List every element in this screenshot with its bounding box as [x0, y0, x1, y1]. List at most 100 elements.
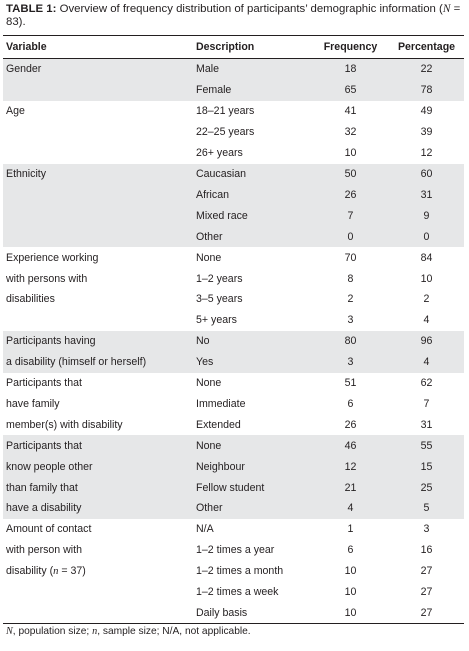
- variable-cell: a disability (himself or herself): [3, 351, 193, 373]
- table-row: a disability (himself or herself) Yes 3 4: [3, 351, 464, 373]
- frequency-cell: 32: [344, 126, 357, 139]
- frequency-cell: 6: [347, 544, 354, 557]
- percentage-cell: 3: [423, 523, 430, 536]
- description-cell: Extended: [196, 418, 241, 431]
- percentage-cell: 25: [389, 477, 464, 499]
- table-row: Age 18–21 years 41 49: [3, 101, 464, 122]
- table-row: Participants that None 51 62: [3, 373, 464, 394]
- variable-cell: [3, 184, 193, 206]
- footnote-n-symbol: n: [92, 626, 98, 637]
- description-cell: Mixed race: [193, 205, 312, 227]
- table-row: Experience working None 70 84: [3, 247, 464, 268]
- table-row: disability (n = 37) 1–2 times a month 10 27: [3, 561, 464, 582]
- percentage-cell: 78: [389, 79, 464, 101]
- percentage-cell: 5: [389, 498, 464, 519]
- frequency-cell: 10: [344, 147, 357, 160]
- frequency-cell: 2: [347, 293, 354, 306]
- table-row: have family Immediate 6 7: [3, 394, 464, 415]
- variable-cell: [3, 310, 193, 331]
- variable-cell: [3, 143, 193, 164]
- percentage-cell: 16: [420, 544, 433, 557]
- table-row: have a disability Other 4 5: [3, 498, 464, 519]
- percentage-cell: 84: [420, 251, 433, 264]
- header-variable: Variable: [3, 35, 193, 59]
- variable-cell: than family that: [3, 477, 193, 499]
- frequency-cell: 21: [312, 477, 389, 499]
- percentage-cell: 15: [389, 456, 464, 478]
- variable-cell: [3, 79, 193, 101]
- frequency-cell: 3: [347, 314, 354, 327]
- frequency-cell: 12: [312, 456, 389, 478]
- footnote-N-text: , population size;: [12, 626, 93, 637]
- percentage-cell: 96: [389, 330, 464, 352]
- header-frequency: Frequency: [312, 35, 389, 59]
- percentage-cell: 0: [389, 226, 464, 248]
- percentage-cell: 49: [420, 105, 433, 118]
- variable-cell: Amount of contact: [6, 523, 92, 536]
- table-caption: TABLE 1: Overview of frequency distribut…: [6, 3, 464, 29]
- description-cell: African: [193, 184, 312, 206]
- description-cell: Caucasian: [193, 163, 312, 185]
- variable-cell: [3, 205, 193, 227]
- table-row: 1–2 times a week 10 27: [3, 582, 464, 603]
- percentage-cell: 9: [389, 205, 464, 227]
- table-row: member(s) with disability Extended 26 31: [3, 414, 464, 435]
- variable-cell: Ethnicity: [3, 163, 193, 185]
- description-cell: 1–2 times a week: [196, 586, 279, 599]
- table-body: Gender Male 18 22 Female 65 78 Age 18–21 years 41…: [3, 58, 464, 625]
- variable-cell: disability (n = 37): [6, 565, 86, 578]
- variable-cell: [3, 226, 193, 248]
- percentage-cell: 2: [423, 293, 430, 306]
- frequency-cell: 51: [344, 377, 357, 390]
- header-percentage: Percentage: [389, 35, 464, 59]
- table-row: Gender Male 18 22: [3, 58, 464, 80]
- sample-size-symbol: n: [53, 566, 59, 578]
- description-cell: Immediate: [196, 397, 246, 410]
- percentage-cell: 7: [423, 397, 430, 410]
- frequency-cell: 18: [312, 58, 389, 80]
- variable-cell: know people other: [3, 456, 193, 478]
- variable-cell: [3, 602, 193, 625]
- variable-cell: Participants that: [3, 435, 193, 457]
- percentage-cell: 31: [420, 418, 433, 431]
- table-row: Mixed race 7 9: [3, 205, 464, 227]
- description-cell: Other: [193, 498, 312, 519]
- description-cell: Yes: [193, 351, 312, 373]
- frequency-cell: 6: [347, 397, 354, 410]
- table-row: with persons with 1–2 years 8 10: [3, 268, 464, 289]
- percentage-cell: 31: [389, 184, 464, 206]
- variable-cell: [3, 122, 193, 143]
- header-description: Description: [193, 35, 312, 59]
- frequency-cell: 41: [344, 105, 357, 118]
- frequency-cell: 26: [344, 418, 357, 431]
- table-row: Ethnicity Caucasian 50 60: [3, 163, 464, 185]
- frequency-cell: 10: [312, 602, 389, 625]
- table-row: Participants that None 46 55: [3, 435, 464, 457]
- frequency-cell: 46: [312, 435, 389, 457]
- table-footnote: N, population size; n, sample size; N/A,…: [6, 626, 251, 637]
- frequency-cell: 70: [344, 251, 357, 264]
- description-cell: Daily basis: [193, 602, 312, 625]
- description-cell: None: [193, 435, 312, 457]
- frequency-cell: 1: [347, 523, 354, 536]
- percentage-cell: 55: [389, 435, 464, 457]
- variable-cell: Participants having: [3, 330, 193, 352]
- demographics-table: Variable Description Frequency Percentag…: [3, 35, 464, 625]
- variable-cell: Participants that: [6, 377, 82, 390]
- percentage-cell: 62: [420, 377, 433, 390]
- frequency-cell: 4: [312, 498, 389, 519]
- description-cell: Fellow student: [193, 477, 312, 499]
- population-symbol: N: [442, 3, 451, 15]
- frequency-cell: 10: [344, 586, 357, 599]
- description-cell: 26+ years: [196, 147, 243, 160]
- description-cell: 1–2 times a month: [196, 565, 284, 578]
- variable-cell: Gender: [3, 58, 193, 80]
- table-row: 22–25 years 32 39: [3, 122, 464, 143]
- frequency-cell: 50: [312, 163, 389, 185]
- variable-cell: have a disability: [3, 498, 193, 519]
- table-row: know people other Neighbour 12 15: [3, 456, 464, 478]
- description-cell: Other: [193, 226, 312, 248]
- frequency-cell: 8: [347, 272, 354, 285]
- percentage-cell: 10: [420, 272, 433, 285]
